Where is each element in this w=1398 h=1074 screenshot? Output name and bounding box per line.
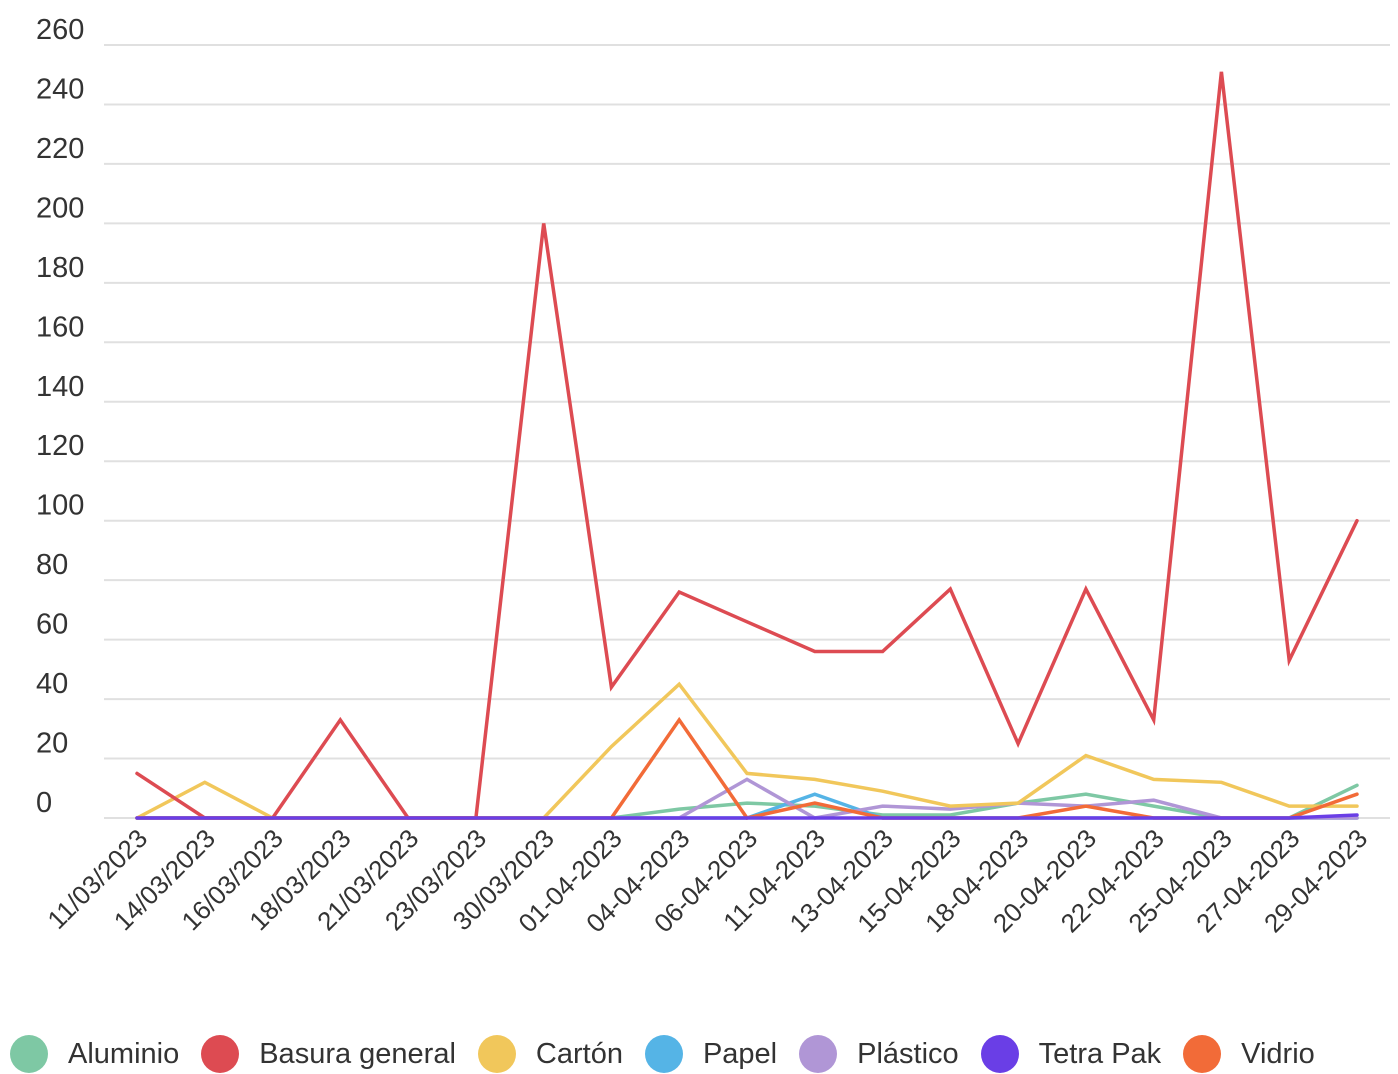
legend: Aluminio Basura general Cartón Papel Plástic…: [10, 1034, 1337, 1074]
y-tick-label: 160: [36, 311, 84, 343]
legend-label: Papel: [702, 1037, 778, 1070]
y-tick-label: 120: [36, 430, 84, 462]
series-line-basura-general: [135, 71, 1359, 820]
line-chart: 0 20 40 60 80 100 120 140 160 180 200 220 240 260 11/…: [36, 14, 1390, 938]
y-tick-label: 260: [36, 14, 84, 46]
y-tick-label: 20: [36, 728, 68, 760]
y-tick-label: 240: [36, 73, 84, 105]
legend-item: Plástico: [799, 1035, 959, 1073]
y-tick-label: 100: [36, 490, 84, 522]
legend-swatch: [980, 1035, 1019, 1073]
y-tick-label: 140: [36, 371, 84, 403]
legend-label: Cartón: [535, 1037, 623, 1070]
y-axis-ticks: 0 20 40 60 80 100 120 140 160 180 200 220 240 260: [36, 14, 84, 819]
legend-label: Aluminio: [68, 1037, 180, 1070]
legend-swatch: [799, 1035, 838, 1073]
legend-label: Vidrio: [1241, 1037, 1315, 1070]
y-tick-label: 0: [36, 787, 52, 819]
legend-swatch: [1183, 1035, 1222, 1073]
legend-swatch: [477, 1035, 516, 1073]
legend-item: Basura general: [201, 1035, 456, 1073]
gridlines: [104, 44, 1390, 819]
y-tick-label: 200: [36, 192, 84, 224]
y-tick-label: 40: [36, 668, 68, 700]
legend-item: Aluminio: [10, 1035, 179, 1073]
x-axis-ticks: 11/03/202314/03/202316/03/202318/03/2023…: [41, 823, 1373, 938]
legend-item: Tetra Pak: [980, 1035, 1162, 1073]
series-line-tetra-pak: [135, 813, 1359, 820]
legend-swatch: [201, 1035, 240, 1073]
legend-swatch: [10, 1035, 48, 1073]
legend-item: Papel: [644, 1035, 778, 1073]
legend-label: Basura general: [259, 1037, 456, 1070]
legend-label: Plástico: [857, 1037, 959, 1070]
series-lines: [135, 71, 1359, 820]
legend-swatch: [644, 1035, 683, 1073]
series-line-plástico: [135, 777, 1359, 820]
y-tick-label: 80: [36, 549, 68, 581]
y-tick-label: 220: [36, 133, 84, 165]
y-tick-label: 180: [36, 252, 84, 284]
series-line-aluminio: [135, 783, 1359, 820]
legend-label: Tetra Pak: [1038, 1037, 1162, 1070]
legend-item: Cartón: [477, 1035, 623, 1073]
y-tick-label: 60: [36, 609, 68, 641]
legend-item: Vidrio: [1183, 1035, 1315, 1073]
